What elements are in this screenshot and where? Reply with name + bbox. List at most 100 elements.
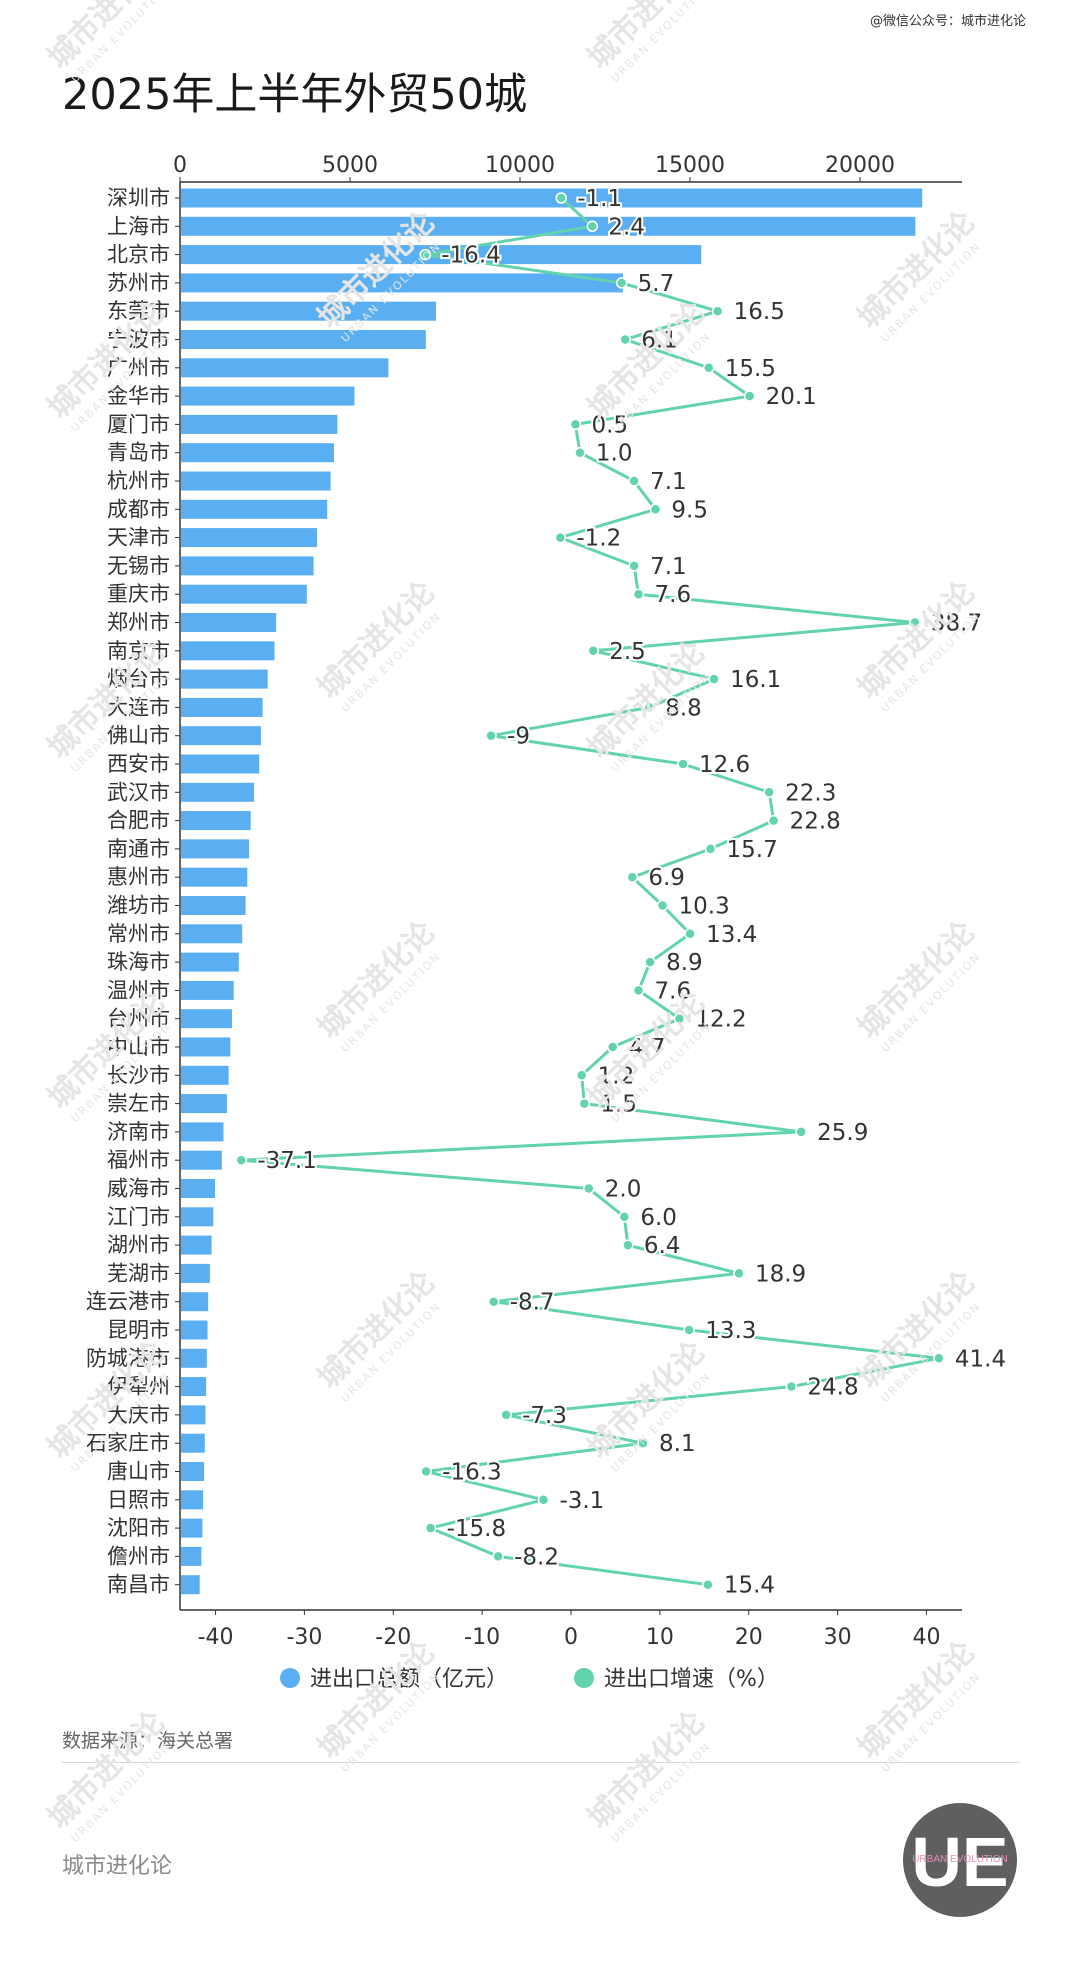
growth-data-label: 41.4 <box>955 1346 1006 1372</box>
growth-point <box>487 1295 500 1308</box>
growth-point <box>702 1578 714 1591</box>
growth-point <box>419 248 432 261</box>
category-label: 厦门市 <box>107 412 170 436</box>
bottom-axis-tick-label: -20 <box>375 1625 411 1650</box>
category-label: 石家庄市 <box>86 1431 170 1455</box>
growth-data-label: 25.9 <box>817 1120 868 1146</box>
category-label: 南昌市 <box>107 1573 170 1597</box>
category-label: 成都市 <box>107 497 170 521</box>
growth-data-label: 20.1 <box>766 384 817 410</box>
category-label: 崇左市 <box>107 1092 170 1116</box>
logo-subtext: URBAN EVOLUTION <box>912 1854 1008 1865</box>
category-label: 惠州市 <box>107 865 170 889</box>
growth-point <box>644 956 656 968</box>
growth-data-label: -3.1 <box>559 1488 604 1514</box>
bar <box>181 471 331 491</box>
category-label: 福州市 <box>107 1148 170 1172</box>
growth-data-label: 7.6 <box>655 582 692 608</box>
growth-data-label: -8.7 <box>510 1290 555 1316</box>
growth-data-label: -37.1 <box>257 1148 317 1174</box>
bar <box>181 1150 222 1170</box>
growth-point <box>424 1522 437 1534</box>
bar <box>181 216 916 236</box>
growth-point <box>569 418 582 431</box>
growth-data-label: 2.0 <box>605 1177 642 1203</box>
svg-text:城市进化论: 城市进化论 <box>41 1704 173 1836</box>
growth-point <box>574 446 586 459</box>
category-label: 日照市 <box>107 1488 170 1512</box>
category-label: 大庆市 <box>107 1403 170 1427</box>
bar <box>181 1122 224 1142</box>
growth-data-label: 13.3 <box>705 1318 756 1344</box>
bar <box>181 1433 205 1453</box>
category-label: 唐山市 <box>107 1460 170 1484</box>
growth-data-label: 7.1 <box>650 554 687 580</box>
growth-point <box>933 1352 945 1365</box>
growth-data-label: 12.6 <box>699 752 750 778</box>
growth-point <box>618 1211 631 1223</box>
category-label: 伊犁州 <box>107 1375 170 1399</box>
growth-point <box>704 843 717 855</box>
growth-point <box>628 560 640 572</box>
bottom-axis-tick-label: 10 <box>646 1625 674 1650</box>
bar <box>181 811 251 831</box>
growth-data-label: 1.5 <box>600 1092 637 1118</box>
category-label: 温州市 <box>107 978 170 1002</box>
growth-data-label: 5.7 <box>638 271 675 297</box>
growth-point <box>632 588 645 600</box>
category-label: 台州市 <box>107 1007 170 1031</box>
bar <box>181 1320 208 1340</box>
growth-point <box>763 786 775 799</box>
growth-data-label: -1.2 <box>576 526 621 552</box>
top-axis-tick-label: 5000 <box>322 153 378 178</box>
divider <box>62 1762 1020 1763</box>
category-label: 湖州市 <box>107 1233 170 1257</box>
bar <box>181 1179 215 1198</box>
growth-point <box>619 333 631 346</box>
growth-data-label: 8.1 <box>659 1431 696 1457</box>
growth-data-label: 15.4 <box>724 1573 775 1599</box>
category-label: 防城港市 <box>86 1346 170 1370</box>
category-label: 广州市 <box>107 356 170 380</box>
bar <box>181 1405 206 1425</box>
bar <box>181 896 246 915</box>
growth-data-label: -16.3 <box>442 1460 502 1486</box>
growth-point <box>767 814 780 827</box>
bar <box>181 386 355 406</box>
growth-point <box>909 616 921 629</box>
growth-data-label: 38.7 <box>931 611 982 637</box>
bar <box>181 867 248 887</box>
growth-point <box>500 1409 512 1421</box>
growth-point <box>683 1324 695 1336</box>
bar <box>181 1292 209 1312</box>
bar <box>181 952 239 972</box>
growth-point <box>586 220 599 233</box>
chart-svg: 0 5000 10000 15000 20000 -40 -30 -20 -10 0 10 20 30 4… <box>86 153 1008 1692</box>
bar <box>181 839 249 859</box>
growth-data-label: 7.1 <box>650 469 687 495</box>
growth-data-label: 1.2 <box>598 1063 635 1089</box>
growth-point <box>554 531 567 544</box>
category-label: 连云港市 <box>86 1290 170 1314</box>
svg-text:城市进化论: 城市进化论 <box>581 1704 713 1836</box>
bar <box>181 1235 212 1255</box>
growth-point <box>587 645 599 657</box>
bottom-axis-tick-label: 40 <box>912 1625 940 1650</box>
bar <box>181 1348 207 1368</box>
growth-data-label: 1.0 <box>596 441 633 467</box>
top-axis-tick-label: 20000 <box>825 153 895 178</box>
growth-point <box>656 899 669 912</box>
bar <box>181 499 328 519</box>
bar <box>181 1575 200 1595</box>
growth-data-label: 12.2 <box>695 1007 746 1033</box>
bar <box>181 1518 203 1538</box>
growth-point <box>555 192 567 204</box>
growth-data-label: 7.6 <box>655 978 692 1004</box>
bar <box>181 358 389 378</box>
bar <box>181 330 426 349</box>
growth-data-label: -16.4 <box>441 243 501 269</box>
category-label: 威海市 <box>107 1177 170 1201</box>
category-label: 大连市 <box>107 695 170 719</box>
growth-data-label: 24.8 <box>807 1375 858 1401</box>
